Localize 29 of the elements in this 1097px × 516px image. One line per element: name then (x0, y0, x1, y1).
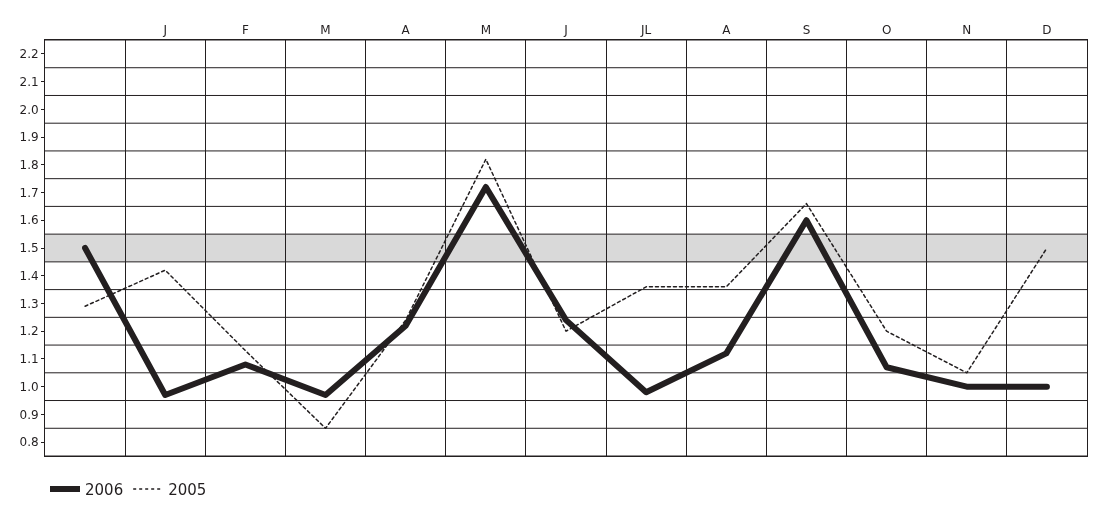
x-tick-label: N (962, 23, 972, 38)
x-tick-label: J (563, 23, 568, 38)
y-tick-label: 2.1 (19, 74, 39, 89)
y-tick-label: 1.3 (19, 296, 39, 311)
y-tick-label: 1.6 (19, 213, 39, 228)
x-tick-label: O (881, 23, 892, 38)
y-tick-label: 0.9 (19, 407, 39, 422)
x-tick-label: D (1042, 23, 1052, 38)
y-tick-label: 1.1 (19, 352, 39, 367)
y-tick-label: 1.2 (19, 324, 39, 339)
legend-label: 2006 (85, 480, 124, 499)
x-tick-label: M (480, 23, 492, 38)
y-tick-label: 2.0 (19, 102, 39, 117)
x-tick-label: M (320, 23, 331, 38)
y-tick-label: 1.7 (19, 185, 39, 200)
legend-label: 2005 (168, 480, 207, 499)
y-tick-label: 2.2 (19, 47, 39, 62)
y-tick-label: 0.8 (19, 435, 39, 450)
x-tick-label: A (722, 23, 732, 38)
y-tick-label: 1.9 (19, 130, 39, 145)
x-tick-label: A (401, 23, 411, 38)
y-tick-label: 1.5 (19, 241, 39, 256)
y-tick-label: 1.4 (19, 268, 39, 283)
x-tick-label: J (162, 23, 167, 38)
y-tick-label: 1.8 (19, 158, 39, 172)
y-tick-label: 1.0 (19, 379, 39, 394)
x-tick-label: F (241, 23, 249, 38)
x-tick-label: S (802, 23, 811, 38)
x-tick-label: JL (640, 23, 652, 38)
